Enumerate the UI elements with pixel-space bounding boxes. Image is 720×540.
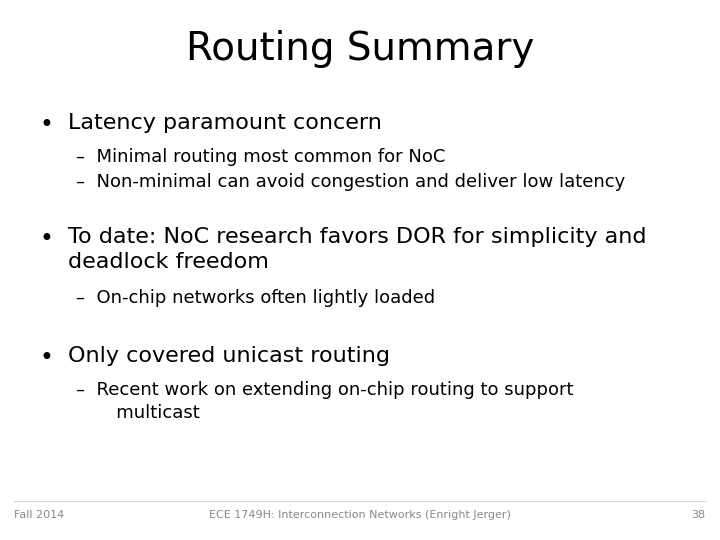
Text: ECE 1749H: Interconnection Networks (Enright Jerger): ECE 1749H: Interconnection Networks (Enr… xyxy=(209,510,511,521)
Text: –  On-chip networks often lightly loaded: – On-chip networks often lightly loaded xyxy=(76,289,435,307)
Text: •: • xyxy=(40,227,53,251)
Text: •: • xyxy=(40,346,53,369)
Text: –  Minimal routing most common for NoC: – Minimal routing most common for NoC xyxy=(76,148,445,166)
Text: To date: NoC research favors DOR for simplicity and
deadlock freedom: To date: NoC research favors DOR for sim… xyxy=(68,227,647,272)
Text: –  Recent work on extending on-chip routing to support
       multicast: – Recent work on extending on-chip routi… xyxy=(76,381,573,422)
Text: Fall 2014: Fall 2014 xyxy=(14,510,65,521)
Text: Only covered unicast routing: Only covered unicast routing xyxy=(68,346,390,366)
Text: Latency paramount concern: Latency paramount concern xyxy=(68,113,382,133)
Text: –  Non-minimal can avoid congestion and deliver low latency: – Non-minimal can avoid congestion and d… xyxy=(76,173,625,191)
Text: Routing Summary: Routing Summary xyxy=(186,30,534,68)
Text: •: • xyxy=(40,113,53,137)
Text: 38: 38 xyxy=(691,510,706,521)
